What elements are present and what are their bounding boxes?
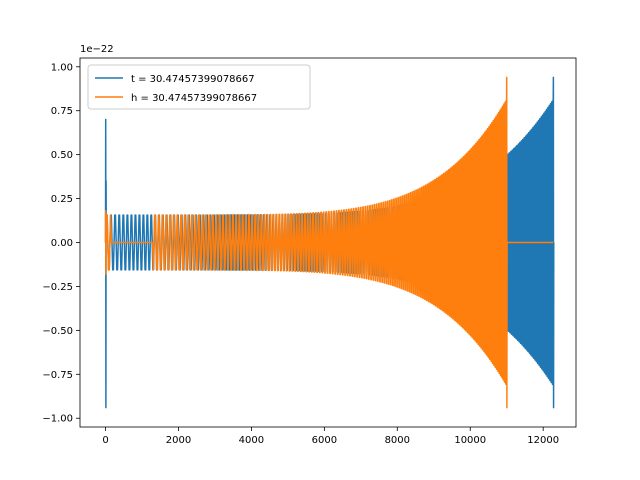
legend-label-1: t = 30.47457399078667 <box>131 74 255 85</box>
y-tick-label: 0.25 <box>51 194 73 205</box>
x-tick-label: 2000 <box>166 435 191 446</box>
series-lines <box>104 76 555 409</box>
series-line-2 <box>104 76 554 409</box>
y-tick-label: 0.75 <box>51 106 73 117</box>
legend-box <box>87 64 311 110</box>
plot-area <box>104 76 555 409</box>
axes: 0 2000 4000 6000 8000 10000 12000 −1.00 −0.75 −0.… <box>42 57 577 446</box>
y-tick-label: −1.00 <box>42 414 73 425</box>
x-tick-label: 0 <box>102 435 108 446</box>
legend: t = 30.47457399078667 h = 30.474573990786… <box>87 64 311 110</box>
x-tick-label: 8000 <box>385 435 410 446</box>
x-tick-label: 12000 <box>527 435 559 446</box>
y-tick-label: −0.25 <box>42 282 73 293</box>
x-tick-label: 10000 <box>454 435 486 446</box>
x-tick-label: 6000 <box>312 435 337 446</box>
legend-label-2: h = 30.47457399078667 <box>131 93 257 104</box>
y-tick-label: −0.50 <box>42 326 73 337</box>
y-offset-label: 1e−22 <box>80 44 114 55</box>
y-tick-label: 1.00 <box>51 62 73 73</box>
y-tick-label: 0.00 <box>51 238 73 249</box>
x-tick-label: 4000 <box>239 435 264 446</box>
y-tick-label: −0.75 <box>42 370 73 381</box>
y-tick-label: 0.50 <box>51 150 73 161</box>
